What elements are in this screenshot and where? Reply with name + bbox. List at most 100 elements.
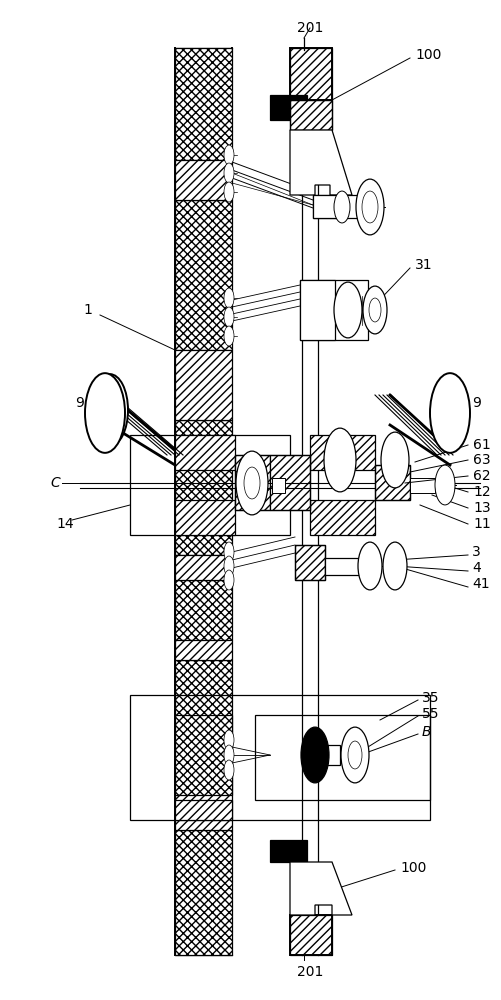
Circle shape	[362, 286, 386, 334]
Text: 1: 1	[83, 303, 92, 317]
Bar	[175, 780, 231, 830]
Circle shape	[223, 570, 233, 590]
Text: B: B	[421, 725, 431, 739]
Bar	[175, 660, 231, 780]
Bar	[175, 640, 231, 660]
Bar	[270, 455, 310, 510]
Circle shape	[85, 373, 125, 453]
Text: 31: 31	[414, 258, 432, 272]
Circle shape	[223, 307, 233, 327]
Bar	[310, 500, 374, 535]
Circle shape	[223, 163, 233, 183]
Bar	[270, 95, 307, 120]
Text: 41: 41	[471, 577, 488, 591]
Bar	[313, 195, 341, 218]
Bar	[175, 830, 231, 955]
Bar	[272, 478, 285, 493]
Bar	[310, 435, 374, 470]
Bar	[255, 715, 429, 800]
Bar	[374, 465, 409, 500]
Bar	[290, 915, 331, 955]
Text: 61: 61	[472, 438, 490, 452]
Bar	[175, 160, 231, 200]
Bar	[290, 915, 331, 955]
Bar	[175, 800, 231, 820]
Text: 4: 4	[471, 561, 480, 575]
Circle shape	[368, 298, 380, 322]
Bar	[175, 555, 231, 580]
Bar	[313, 195, 359, 218]
Bar	[175, 640, 231, 660]
Bar	[290, 915, 331, 955]
Bar	[295, 545, 324, 580]
Text: 12: 12	[472, 485, 489, 499]
Circle shape	[223, 288, 233, 308]
Circle shape	[382, 542, 406, 590]
Bar	[175, 580, 231, 640]
Bar	[290, 48, 331, 100]
Bar	[175, 435, 234, 470]
Bar	[290, 48, 331, 100]
Text: 35: 35	[421, 691, 438, 705]
Text: 201: 201	[296, 21, 323, 35]
Circle shape	[223, 182, 233, 202]
Circle shape	[340, 727, 368, 783]
Bar	[310, 745, 339, 765]
Circle shape	[323, 428, 355, 492]
Bar	[290, 100, 331, 130]
Circle shape	[223, 556, 233, 576]
Bar	[175, 435, 234, 470]
Circle shape	[347, 741, 361, 769]
Bar	[234, 455, 270, 510]
Bar	[327, 448, 351, 472]
Bar	[175, 420, 231, 555]
Circle shape	[431, 374, 467, 446]
Bar	[175, 160, 231, 200]
Bar	[130, 435, 290, 535]
Bar	[324, 558, 359, 575]
Circle shape	[223, 745, 233, 765]
Bar	[300, 280, 367, 340]
Text: 9: 9	[76, 396, 84, 410]
Bar	[234, 455, 310, 510]
Text: 100: 100	[414, 48, 440, 62]
Bar	[175, 350, 231, 420]
Bar	[175, 500, 234, 535]
Circle shape	[243, 467, 260, 499]
Bar	[327, 448, 351, 472]
Circle shape	[223, 760, 233, 780]
Bar	[374, 465, 409, 500]
Bar	[175, 780, 231, 830]
Text: 13: 13	[472, 501, 489, 515]
Bar	[175, 800, 231, 820]
Circle shape	[235, 451, 268, 515]
Circle shape	[223, 730, 233, 750]
Text: 55: 55	[421, 707, 438, 721]
Circle shape	[380, 432, 408, 488]
Text: 3: 3	[471, 545, 480, 559]
Circle shape	[223, 145, 233, 165]
Text: 14: 14	[56, 517, 74, 531]
Circle shape	[92, 374, 128, 446]
Circle shape	[223, 542, 233, 562]
Bar	[175, 715, 231, 795]
Bar	[175, 500, 234, 535]
Text: 100: 100	[399, 861, 425, 875]
Bar	[310, 435, 374, 470]
Circle shape	[357, 542, 381, 590]
Bar	[295, 545, 324, 580]
Circle shape	[355, 179, 383, 235]
Circle shape	[301, 727, 328, 783]
Bar	[290, 48, 331, 100]
Bar	[374, 465, 409, 500]
Bar	[175, 555, 231, 580]
Bar	[409, 478, 434, 493]
Bar	[290, 100, 331, 130]
Circle shape	[333, 282, 361, 338]
Bar	[175, 48, 231, 160]
Text: 63: 63	[472, 453, 489, 467]
Bar	[234, 455, 270, 510]
Text: 62: 62	[472, 469, 489, 483]
Circle shape	[361, 191, 377, 223]
Bar	[300, 280, 334, 340]
